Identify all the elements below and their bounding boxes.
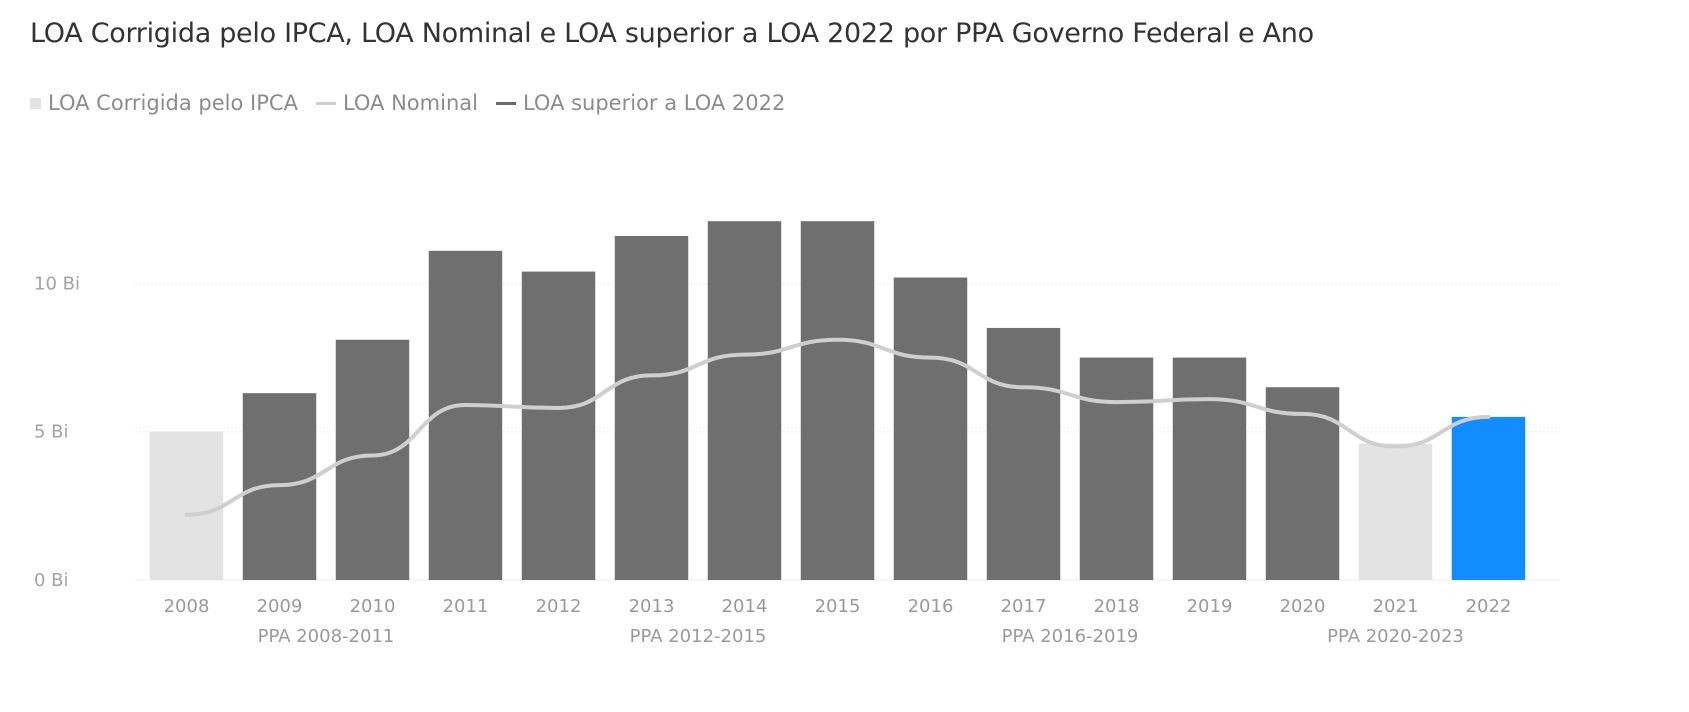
bar-2021[interactable] <box>1358 443 1433 580</box>
x-tick-label: 2011 <box>443 596 489 617</box>
x-tick-label: 2014 <box>722 596 768 617</box>
x-group-label: PPA 2020-2023 <box>1327 626 1464 647</box>
bar-2022[interactable] <box>1451 416 1526 580</box>
bar-2014[interactable] <box>707 221 782 580</box>
bar-2019[interactable] <box>1172 357 1247 580</box>
y-tick-label: 10 Bi <box>34 273 80 294</box>
x-tick-label: 2019 <box>1187 596 1233 617</box>
bar-2016[interactable] <box>893 277 968 580</box>
bar-2015[interactable] <box>800 221 875 580</box>
x-group-label: PPA 2012-2015 <box>630 626 767 647</box>
x-tick-label: 2020 <box>1280 596 1326 617</box>
legend-swatch-line-icon <box>315 101 336 105</box>
x-group-label: PPA 2008-2011 <box>258 626 395 647</box>
x-group-label: PPA 2016-2019 <box>1002 626 1139 647</box>
legend-swatch-square-icon <box>30 97 41 109</box>
legend-item-loa-nominal[interactable]: LOA Nominal <box>315 91 478 115</box>
x-tick-label: 2015 <box>815 596 861 617</box>
x-tick-label: 2009 <box>257 596 303 617</box>
x-tick-label: 2012 <box>536 596 582 617</box>
legend-label: LOA Nominal <box>342 91 478 115</box>
legend-item-loa-superior[interactable]: LOA superior a LOA 2022 <box>495 91 786 115</box>
legend-item-loa-corrigida[interactable]: LOA Corrigida pelo IPCA <box>30 91 298 115</box>
x-tick-label: 2010 <box>350 596 396 617</box>
bar-2018[interactable] <box>1079 357 1154 580</box>
x-tick-label: 2017 <box>1001 596 1047 617</box>
y-tick-label: 5 Bi <box>34 422 69 443</box>
line-loa-nominal <box>184 337 1491 517</box>
x-tick-label: 2018 <box>1094 596 1140 617</box>
bar-2012[interactable] <box>521 271 596 580</box>
x-tick-label: 2022 <box>1466 596 1512 617</box>
x-tick-label: 2008 <box>164 596 210 617</box>
legend: LOA Corrigida pelo IPCA LOA Nominal LOA … <box>30 88 785 118</box>
bar-2013[interactable] <box>614 236 689 580</box>
legend-label: LOA Corrigida pelo IPCA <box>48 91 298 115</box>
x-tick-label: 2013 <box>629 596 675 617</box>
legend-swatch-line-icon <box>495 101 516 105</box>
y-tick-label: 0 Bi <box>34 570 69 591</box>
bar-2008[interactable] <box>149 431 224 580</box>
x-tick-label: 2021 <box>1373 596 1419 617</box>
bar-2017[interactable] <box>986 327 1061 580</box>
legend-label: LOA superior a LOA 2022 <box>522 91 786 115</box>
bar-2011[interactable] <box>428 250 503 581</box>
chart-title: LOA Corrigida pelo IPCA, LOA Nominal e L… <box>30 18 1314 49</box>
x-tick-label: 2016 <box>908 596 954 617</box>
